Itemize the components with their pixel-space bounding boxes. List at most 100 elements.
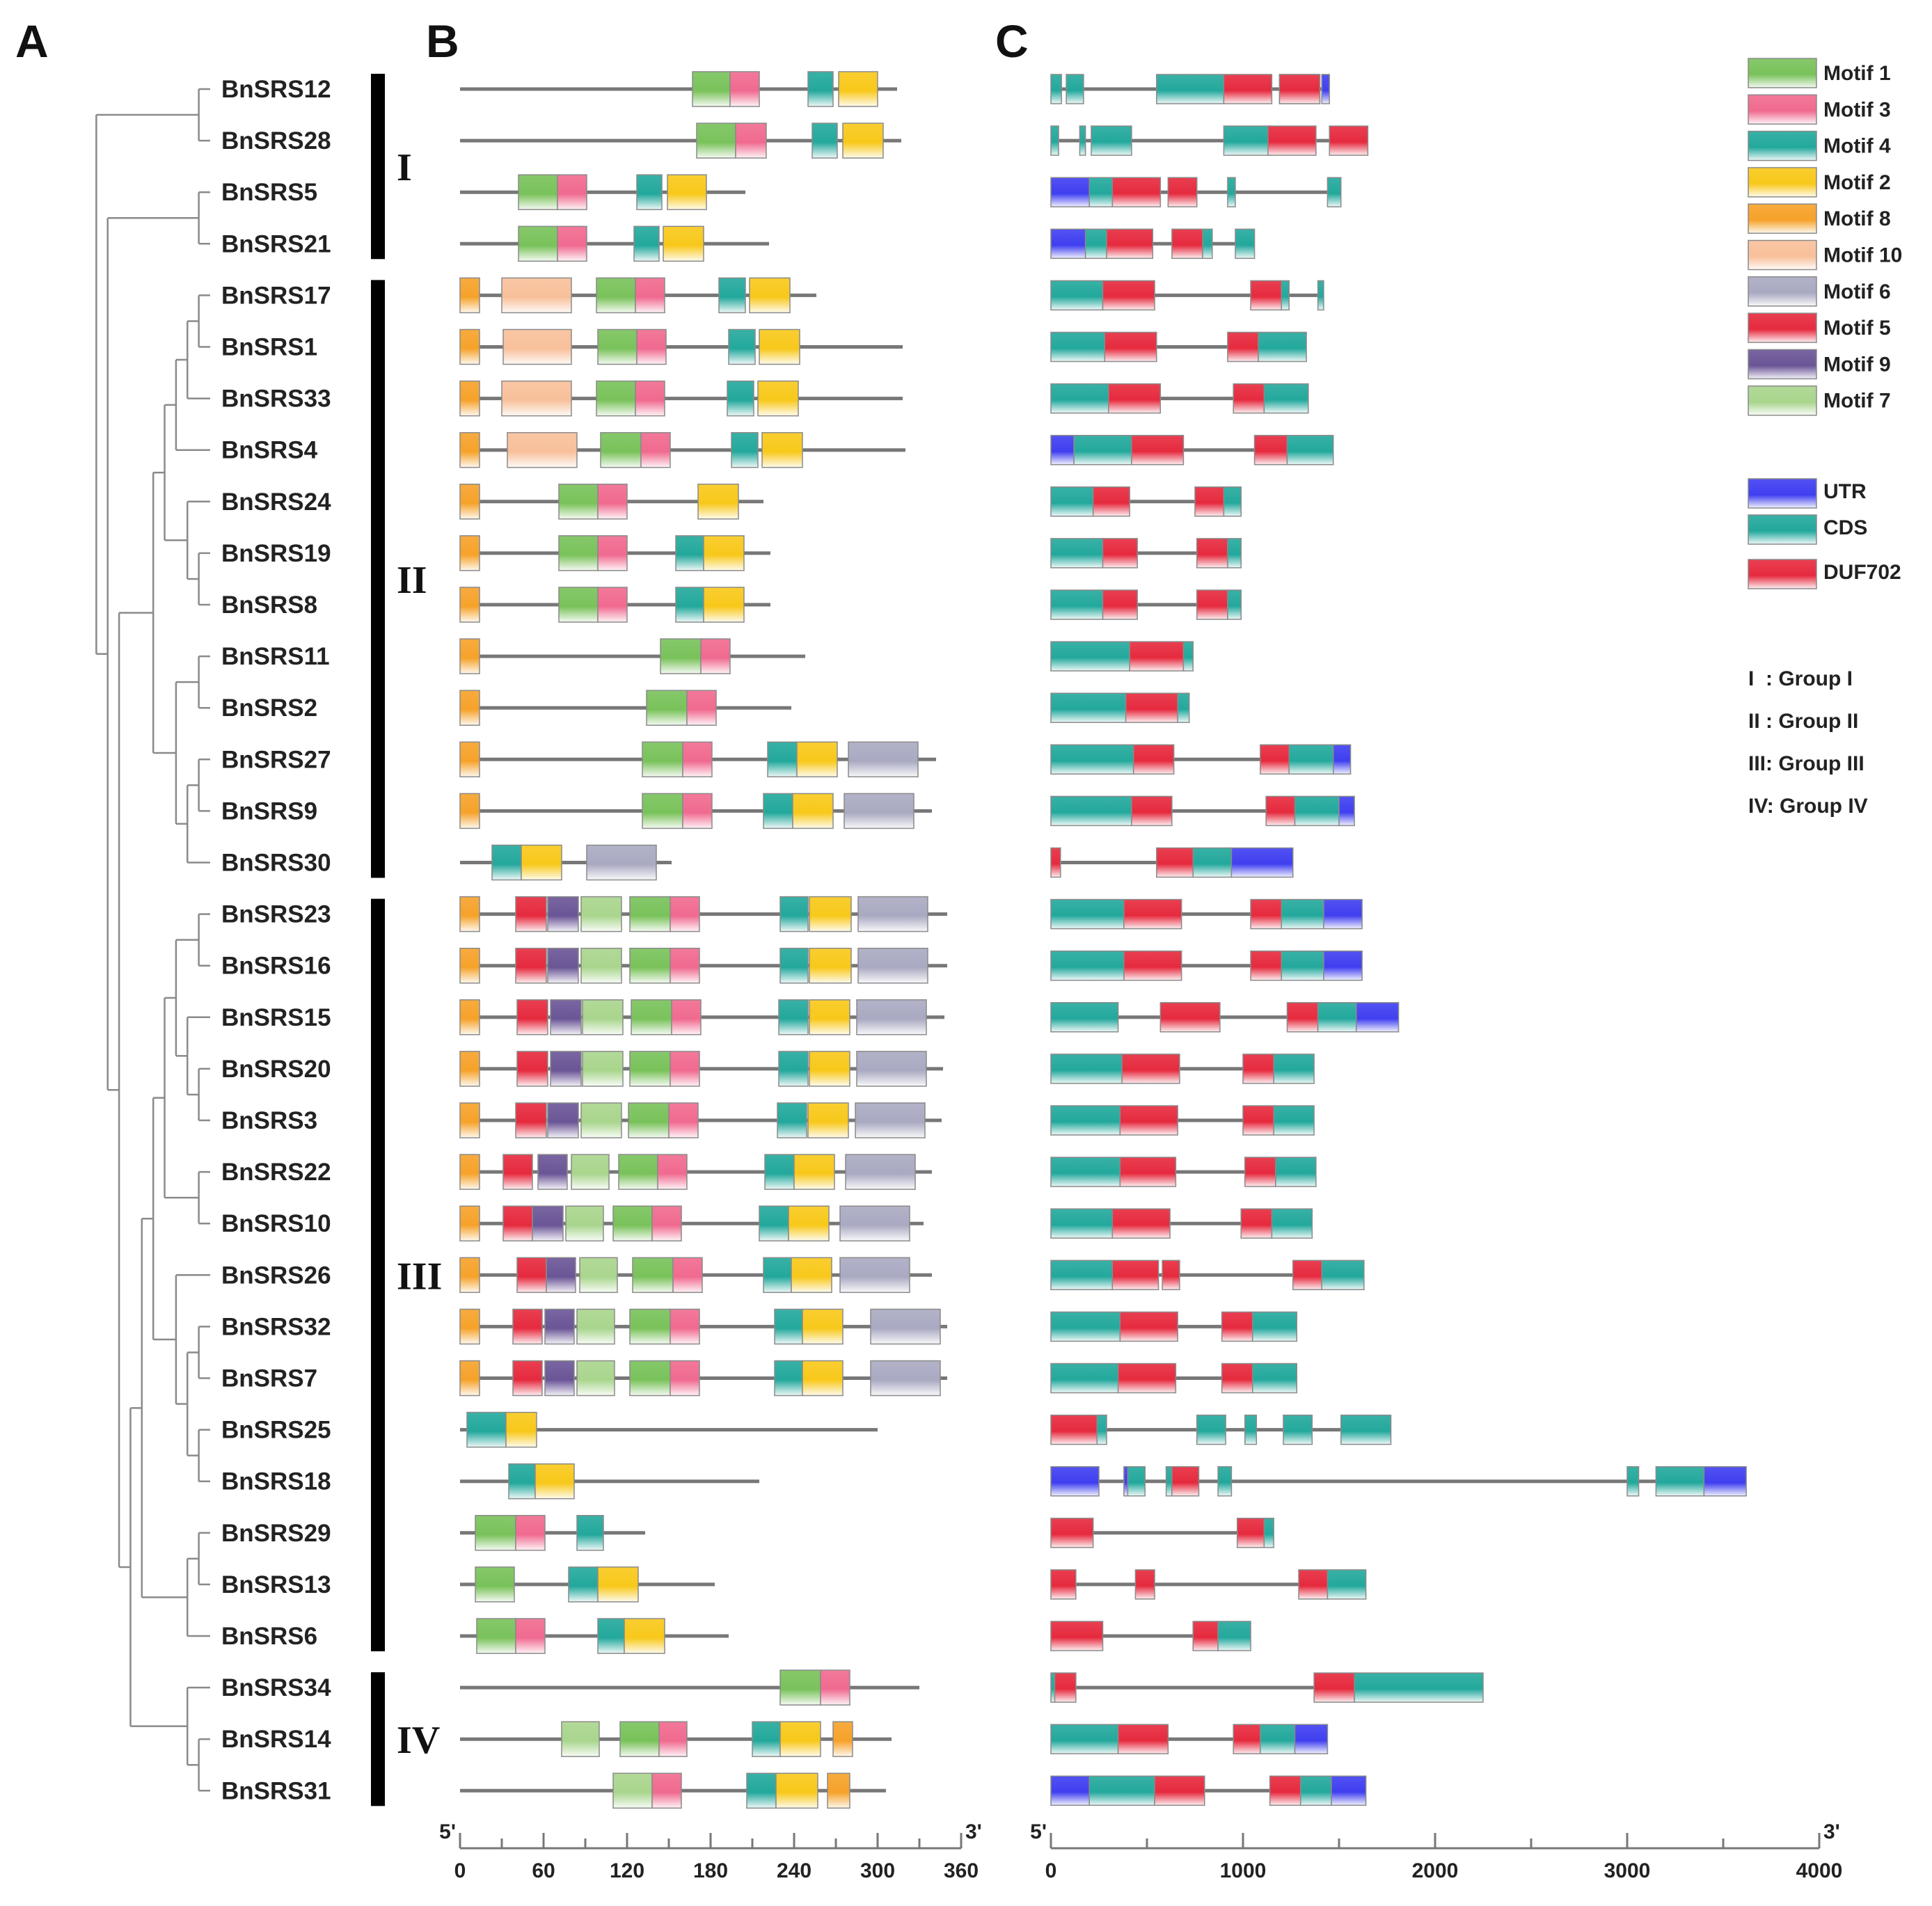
motif4-box — [597, 1618, 625, 1654]
motif3-box — [657, 1154, 688, 1190]
motif3-box — [635, 277, 665, 314]
group-label: I — [397, 146, 412, 189]
motif-axis-tick-label: 240 — [777, 1859, 811, 1882]
duf702-segment — [1244, 1157, 1276, 1187]
gene-label-bnsrs3: BnSRS3 — [221, 1107, 317, 1134]
motif5-box — [502, 1154, 533, 1190]
motif2-box — [703, 587, 745, 623]
motif4-box — [491, 844, 522, 881]
motif-axis-start-label: 5' — [439, 1820, 456, 1843]
motif9-box — [544, 1308, 575, 1345]
motif7-box — [576, 1360, 615, 1397]
motif7-box — [579, 1257, 618, 1294]
motif1-box — [618, 1154, 658, 1190]
motif4-box — [763, 793, 793, 829]
cds-segment — [1260, 1724, 1296, 1754]
motif1-box — [600, 431, 642, 468]
duf702-segment — [1242, 1054, 1274, 1084]
cds-segment — [1252, 1311, 1298, 1342]
motif3-box — [672, 1257, 703, 1294]
motif8-legend-swatch — [1748, 203, 1817, 234]
gene-label-bnsrs4: BnSRS4 — [221, 437, 318, 464]
motif-axis-end-label: 3' — [965, 1820, 982, 1843]
utr-segment — [1050, 228, 1086, 260]
cds-segment — [1050, 1363, 1119, 1394]
gene-label-bnsrs21: BnSRS21 — [221, 230, 331, 257]
motif3-box — [651, 1772, 682, 1809]
cds-segment — [1317, 1002, 1357, 1033]
motif9-box — [550, 1051, 582, 1087]
motif10-box — [501, 380, 572, 417]
motif1-box — [558, 535, 599, 571]
motif8-box — [459, 638, 480, 674]
motif4-box — [636, 174, 663, 210]
duf702-segment — [1167, 177, 1198, 207]
utr-segment — [1323, 898, 1363, 930]
motif7-box — [580, 947, 622, 984]
motif3-box — [515, 1618, 546, 1654]
utr-legend-swatch — [1748, 478, 1817, 509]
motif6-box — [844, 793, 914, 829]
motif3-box — [700, 638, 731, 674]
group-legend-entry: III: Group III — [1748, 752, 1864, 775]
cds-segment — [1294, 795, 1340, 827]
motif4-box — [807, 71, 834, 107]
motif3-box — [640, 431, 671, 468]
gene-label-bnsrs23: BnSRS23 — [221, 901, 331, 928]
group-legend-entry: IV: Group IV — [1748, 795, 1868, 818]
motif1-box — [642, 793, 683, 829]
motif7-box — [576, 1308, 615, 1345]
axes: 0 60 120 180 240 300 360 5' 3' 0 1000 2000 3000 4000 5… — [439, 1820, 1842, 1882]
structure-axis-tick-label: 1000 — [1220, 1859, 1267, 1882]
phylogenetic-tree — [95, 88, 210, 1792]
cds-segment — [1244, 1414, 1258, 1445]
motif1-legend-label: Motif 1 — [1823, 62, 1891, 85]
gene-label-bnsrs29: BnSRS29 — [221, 1520, 331, 1547]
motif3-box — [729, 71, 760, 107]
motif1-box — [629, 1308, 671, 1345]
motif1-box — [619, 1721, 660, 1757]
motif-axis-tick-label: 360 — [944, 1859, 979, 1882]
gene-label-bnsrs30: BnSRS30 — [221, 850, 331, 877]
motif2-box — [793, 1154, 835, 1190]
motif4-box — [778, 1051, 809, 1087]
duf702-segment — [1102, 280, 1155, 311]
utr-legend-label: UTR — [1823, 480, 1867, 503]
duf702-segment — [1050, 1569, 1077, 1600]
gene-label-bnsrs10: BnSRS10 — [221, 1210, 331, 1237]
motif9-box — [547, 896, 579, 932]
structure-axis-tick-label: 3000 — [1604, 1859, 1651, 1882]
cds-segment — [1227, 538, 1242, 569]
cds-segment — [1258, 331, 1307, 363]
motif2-box — [761, 431, 803, 468]
cds-segment — [1177, 692, 1190, 723]
cds-segment — [1192, 847, 1233, 878]
duf702-segment — [1223, 74, 1273, 104]
motif2-box — [597, 1566, 639, 1603]
cds-segment — [1273, 1054, 1315, 1084]
cds-segment — [1050, 125, 1059, 156]
motif10-box — [507, 431, 578, 468]
cds-segment — [1182, 641, 1194, 672]
duf702-segment — [1131, 434, 1185, 466]
motif2-box — [802, 1360, 844, 1397]
motif10-legend-label: Motif 10 — [1823, 244, 1902, 267]
utr-segment — [1331, 1775, 1367, 1806]
gene-label-bnsrs31: BnSRS31 — [221, 1777, 331, 1804]
motif4-box — [778, 999, 809, 1035]
gene-label-bnsrs17: BnSRS17 — [221, 282, 331, 309]
duf702-segment — [1196, 589, 1228, 620]
gene-label-bnsrs33: BnSRS33 — [221, 386, 331, 413]
motif4-box — [774, 1308, 803, 1345]
cds-segment — [1088, 1775, 1155, 1806]
motif1-box — [696, 122, 736, 159]
duf702-segment — [1240, 1208, 1273, 1239]
duf702-segment — [1171, 1466, 1200, 1497]
motif9-box — [547, 947, 579, 984]
motif7-box — [561, 1721, 600, 1757]
gene-label-bnsrs11: BnSRS11 — [221, 643, 330, 670]
motif-panel — [459, 71, 947, 1809]
motif4-box — [718, 277, 746, 314]
duf702-segment — [1102, 538, 1138, 569]
motif7-box — [571, 1154, 610, 1190]
